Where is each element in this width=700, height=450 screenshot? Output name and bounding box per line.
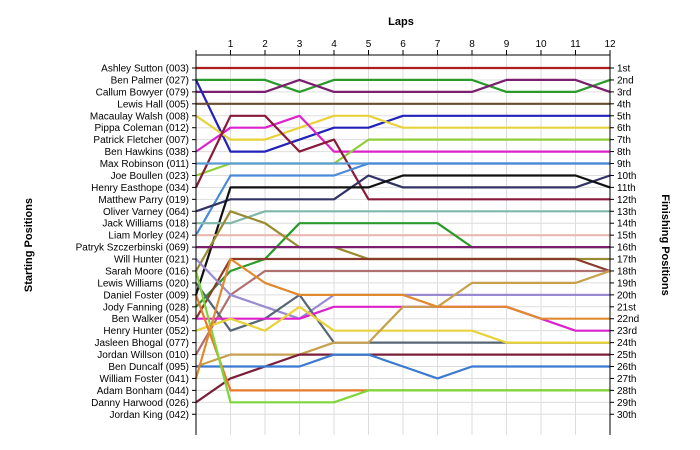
start-label: Ben Palmer (027) [111,75,189,86]
x-tick-label: 3 [297,39,303,50]
series-line-24 [195,305,610,344]
finish-label: 21st [617,302,636,313]
finish-label: 30th [617,410,636,421]
x-tick-label: 10 [535,39,547,50]
finish-label: 8th [617,147,631,158]
start-label: Sarah Moore (016) [105,266,189,277]
series-layer [194,66,611,404]
finish-label: 11th [617,183,636,194]
series-line-2 [196,78,611,94]
start-label: Joe Boullen (023) [111,171,189,182]
finish-label: 3rd [617,87,631,98]
finish-label: 24th [617,338,636,349]
finish-label: 1st [617,64,631,75]
x-tick-label: 6 [400,39,406,50]
finish-label: 22nd [617,314,639,325]
start-label: Patryk Szczerbinski (069) [76,243,189,254]
series-line-3 [196,78,611,94]
start-label: Callum Bowyer (079) [96,87,189,98]
axes [192,50,614,435]
series-line-30 [194,257,610,379]
grid [195,55,611,435]
x-tick-label: 11 [570,39,581,50]
finish-label: 27th [617,374,636,385]
start-label: Ben Duncalf (095) [108,362,189,373]
x-tick-label: 5 [366,39,372,50]
series-line-6 [195,114,610,141]
series-line-20 [195,269,610,356]
series-line-7 [195,114,610,153]
start-label: Danny Harwood (026) [91,398,189,409]
chart-title: Laps [388,16,414,28]
finish-label: 18th [617,266,636,277]
series-line-29 [194,270,610,404]
start-label: Ben Hawkins (038) [105,147,189,158]
finish-label: 2nd [617,75,634,86]
start-label: Jordan Willson (010) [97,350,189,361]
start-label: Patrick Fletcher (007) [93,135,189,146]
finish-label: 6th [617,123,631,134]
finish-label: 19th [617,278,636,289]
x-tick-label: 12 [604,39,616,50]
right-axis-title: Finishing Positions [659,194,671,295]
x-tick-label: 7 [435,39,441,50]
start-label: Ben Walker (054) [112,314,189,325]
x-tick-label: 8 [469,39,475,50]
start-label: Max Robinson (011) [100,159,189,170]
start-label: Adam Bonham (044) [97,386,189,397]
finish-label: 7th [617,135,631,146]
start-label: Matthew Parry (019) [98,195,189,206]
finish-label: 26th [617,362,636,373]
start-label: William Foster (041) [100,374,189,385]
x-tick-label: 1 [228,39,234,50]
series-line-18 [195,257,611,320]
start-label: Jasleen Bhogal (077) [94,338,189,349]
series-line-11 [195,162,610,236]
finish-label: 12th [617,195,636,206]
start-label: Daniel Foster (009) [103,290,189,301]
start-label: Will Hunter (021) [114,255,189,266]
x-tick-label: 9 [504,39,510,50]
start-label: Lewis Hall (005) [117,99,189,110]
left-axis-title: Starting Positions [23,198,35,292]
finish-label: 10th [617,171,636,182]
series-line-27 [196,353,610,380]
finish-label: 20th [617,290,636,301]
series-line-4 [195,79,610,153]
series-line-12 [195,174,611,213]
start-label: Henry Hunter (052) [103,326,189,337]
finish-label: 28th [617,386,636,397]
start-label: Lewis Williams (020) [97,278,189,289]
start-label: Macaulay Walsh (008) [90,111,189,122]
finish-label: 14th [617,219,636,230]
start-label: Oliver Varney (064) [103,207,189,218]
finish-label: 17th [617,255,636,266]
finish-label: 4th [617,99,631,110]
x-tick-label: 2 [262,39,268,50]
finish-label: 23rd [617,326,637,337]
finish-label: 16th [617,243,636,254]
start-label: Jordan King (042) [110,410,190,421]
x-tick-labels: 1 2 3 4 5 6 7 8 9 10 11 12 [228,39,616,50]
finish-label: 13th [617,207,636,218]
start-label: Pippa Coleman (012) [95,123,190,134]
x-tick-label: 4 [331,39,337,50]
start-label: Liam Morley (024) [108,231,189,242]
start-label: Jack Williams (018) [102,219,189,230]
start-label: Henry Easthope (034) [91,183,189,194]
finish-label: 15th [617,231,636,242]
series-line-14 [196,210,610,225]
start-label: Jody Fanning (028) [103,302,189,313]
finish-label: 5th [617,111,631,122]
starting-position-labels: Ashley Sutton (003)Ben Palmer (027)Callu… [76,64,189,421]
finish-label: 29th [617,398,636,409]
finish-label: 25th [617,350,636,361]
finishing-position-labels: 1st2nd3rd4th5th6th7th8th9th10th11th12th1… [617,64,639,421]
series-line-25 [195,269,611,368]
finish-label: 9th [617,159,631,170]
series-line-9 [195,114,610,201]
series-line-13 [194,174,611,296]
start-label: Ashley Sutton (003) [101,64,189,75]
